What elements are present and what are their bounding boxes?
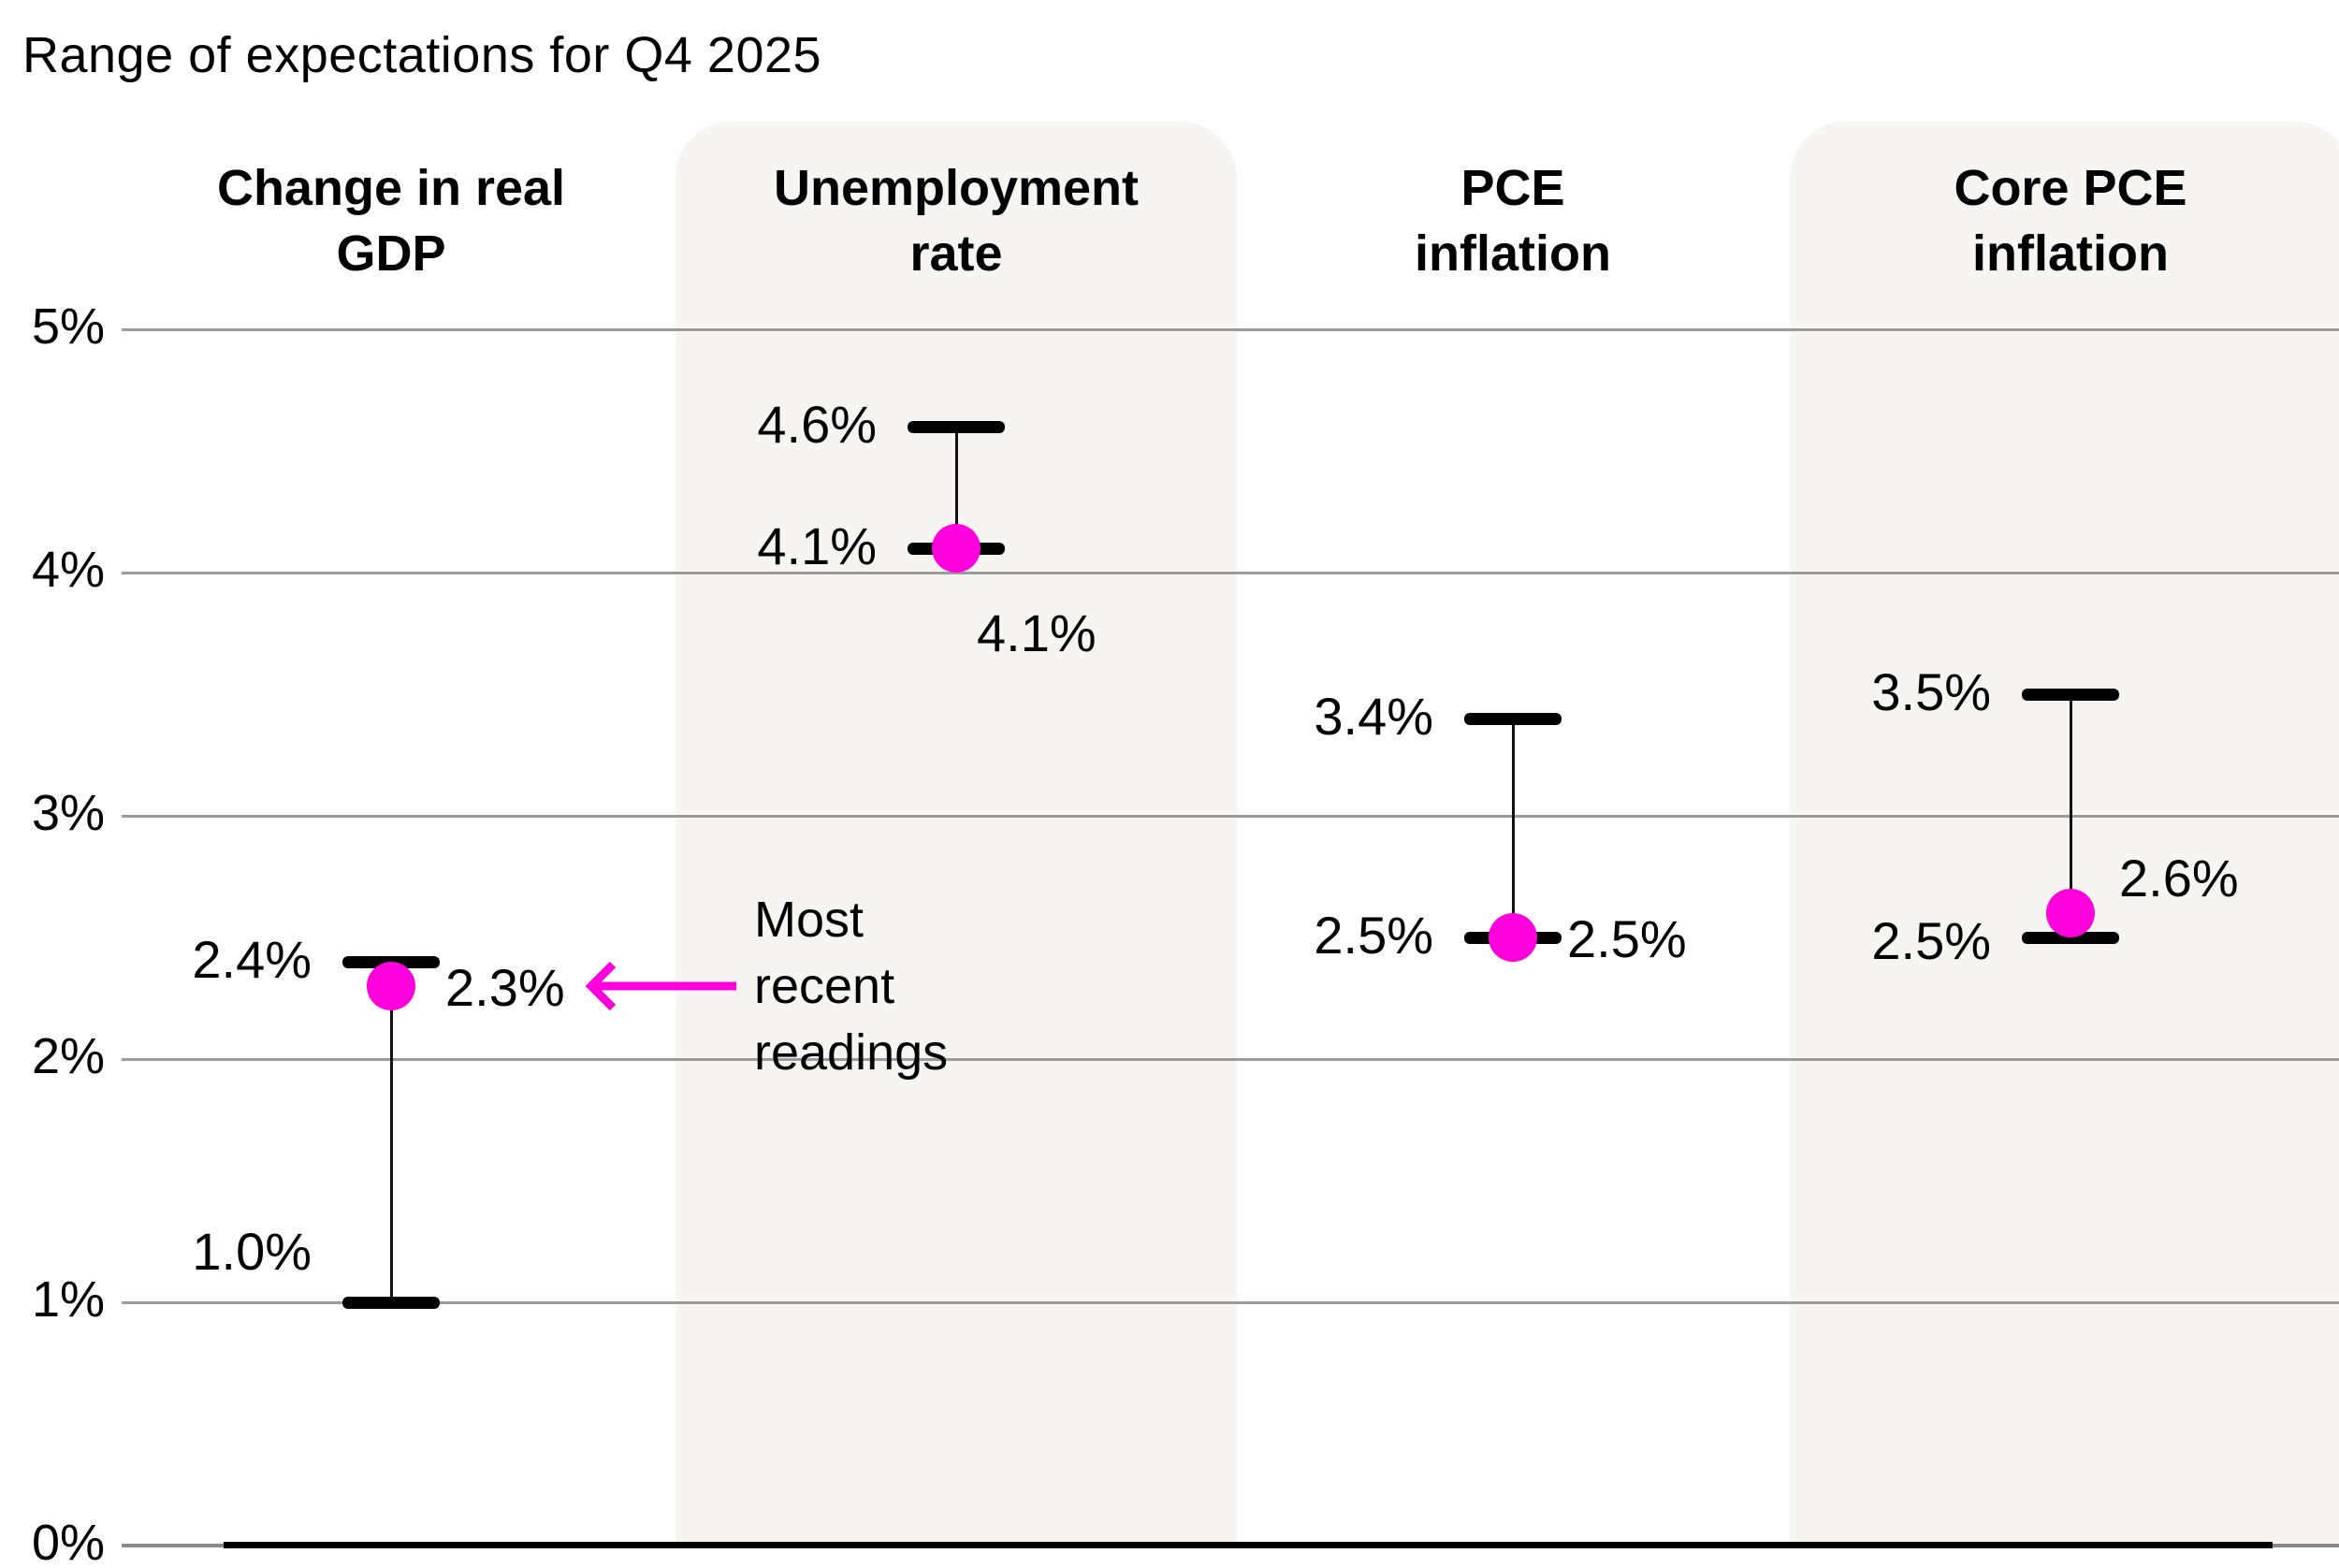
column-header-0: Change in real GDP bbox=[216, 160, 566, 282]
annotation-most-recent-readings: Most recent readings bbox=[754, 892, 949, 1081]
gridline-1% bbox=[122, 1301, 2339, 1304]
low-value-label-1: 4.1% bbox=[757, 516, 877, 575]
most-recent-dot-0 bbox=[367, 962, 415, 1010]
high-value-label-2: 3.4% bbox=[1314, 687, 1433, 746]
high-value-label-0: 2.4% bbox=[192, 930, 312, 989]
range-cap-high-2 bbox=[1464, 713, 1562, 725]
range-cap-low-3 bbox=[2022, 932, 2119, 944]
range-whisker-1 bbox=[955, 427, 958, 548]
most-recent-dot-1 bbox=[932, 524, 981, 573]
range-cap-high-1 bbox=[908, 421, 1005, 433]
annotation-arrow-icon bbox=[585, 961, 736, 1011]
y-axis-label-3%: 3% bbox=[31, 785, 105, 841]
low-value-label-2: 2.5% bbox=[1314, 906, 1433, 965]
column-header-1: Unemployment rate bbox=[773, 160, 1140, 282]
column-header-3: Core PCE inflation bbox=[1954, 160, 2187, 282]
chart-title: Range of expectations for Q4 2025 bbox=[22, 27, 822, 83]
most-recent-dot-2 bbox=[1489, 913, 1537, 962]
current-value-label-2: 2.5% bbox=[1567, 909, 1687, 968]
range-whisker-0 bbox=[390, 962, 393, 1302]
high-value-label-1: 4.6% bbox=[757, 395, 877, 454]
gridline-2% bbox=[122, 1058, 2339, 1061]
y-axis-label-0%: 0% bbox=[31, 1515, 105, 1568]
column-header-2: PCE inflation bbox=[1415, 160, 1611, 282]
high-value-label-3: 3.5% bbox=[1871, 662, 1991, 721]
range-cap-high-3 bbox=[2022, 689, 2119, 701]
y-axis-label-2%: 2% bbox=[31, 1028, 105, 1084]
gridline-4% bbox=[122, 572, 2339, 574]
y-axis-label-1%: 1% bbox=[31, 1271, 105, 1328]
x-axis-line bbox=[224, 1542, 2273, 1548]
most-recent-dot-3 bbox=[2046, 889, 2095, 937]
range-whisker-3 bbox=[2070, 694, 2072, 937]
current-value-label-1: 4.1% bbox=[977, 603, 1097, 662]
current-value-label-3: 2.6% bbox=[2119, 849, 2239, 907]
y-axis-label-4%: 4% bbox=[31, 542, 105, 598]
gridline-5% bbox=[122, 328, 2339, 331]
y-axis-label-5%: 5% bbox=[31, 298, 105, 355]
column-band-3 bbox=[1790, 122, 2339, 1544]
range-cap-low-0 bbox=[342, 1297, 440, 1309]
current-value-label-0: 2.3% bbox=[445, 958, 565, 1017]
gridline-3% bbox=[122, 815, 2339, 818]
low-value-label-3: 2.5% bbox=[1871, 911, 1991, 970]
low-value-label-0: 1.0% bbox=[192, 1222, 312, 1281]
range-whisker-2 bbox=[1512, 719, 1515, 937]
column-band-1 bbox=[676, 122, 1237, 1544]
